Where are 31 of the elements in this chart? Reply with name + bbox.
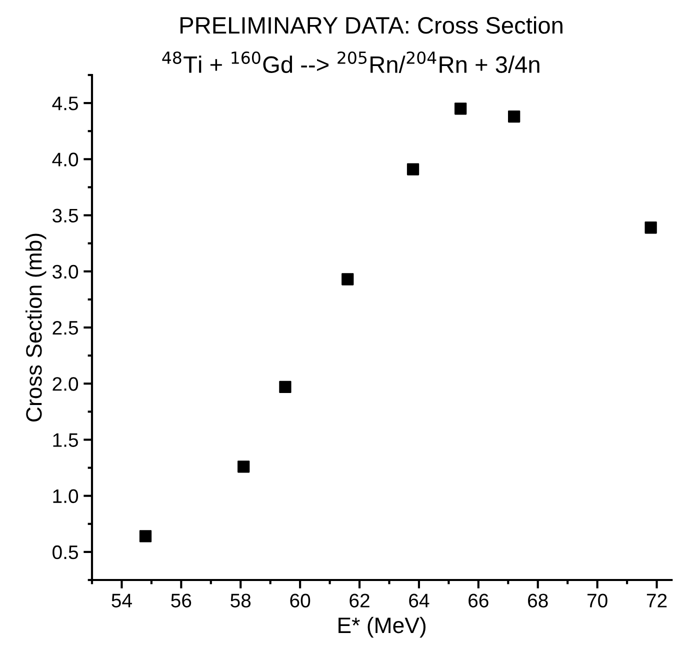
point bbox=[139, 530, 152, 542]
y-tick-label: 3.0 bbox=[52, 264, 78, 279]
y-tick-label: 1.0 bbox=[53, 489, 78, 504]
x-tick-label: 66 bbox=[468, 594, 488, 608]
x-tick-label: 70 bbox=[588, 594, 608, 608]
x-tick-label: 64 bbox=[409, 594, 430, 608]
x-tick-label: 68 bbox=[528, 594, 548, 608]
x-axis-title: E* (MeV) bbox=[338, 616, 426, 638]
y-tick-label: 2.5 bbox=[52, 320, 78, 335]
y-tick-label: 4.5 bbox=[52, 96, 78, 110]
y-tick-label: 3.5 bbox=[52, 208, 78, 223]
x-tick-label: 56 bbox=[171, 594, 192, 608]
x-tick-label: 58 bbox=[230, 594, 251, 608]
point bbox=[342, 273, 354, 286]
x-tick-label: 60 bbox=[290, 594, 310, 608]
point bbox=[279, 380, 292, 394]
point bbox=[238, 460, 250, 473]
chart-title: PRELIMINARY DATA: Cross Section bbox=[180, 16, 562, 34]
point bbox=[644, 222, 657, 234]
x-tick-label: 72 bbox=[646, 594, 667, 608]
y-tick-label: 2.0 bbox=[52, 377, 78, 391]
y-tick-label: 1.5 bbox=[53, 433, 78, 447]
point bbox=[508, 110, 520, 123]
x-tick-label: 54 bbox=[112, 594, 132, 608]
point bbox=[406, 163, 420, 176]
y-tick-label: 0.5 bbox=[52, 545, 78, 560]
y-axis-title: Cross Section (mb) bbox=[26, 234, 46, 422]
x-tick-label: 62 bbox=[350, 594, 370, 608]
y-tick-label: 4.0 bbox=[52, 152, 78, 166]
chart-subtitle: $^{48}$Ti + $^{160}$Gd --> $^{205}$Rn/$^{204}$Rn + 3/4n bbox=[162, 51, 540, 74]
point bbox=[454, 102, 467, 115]
